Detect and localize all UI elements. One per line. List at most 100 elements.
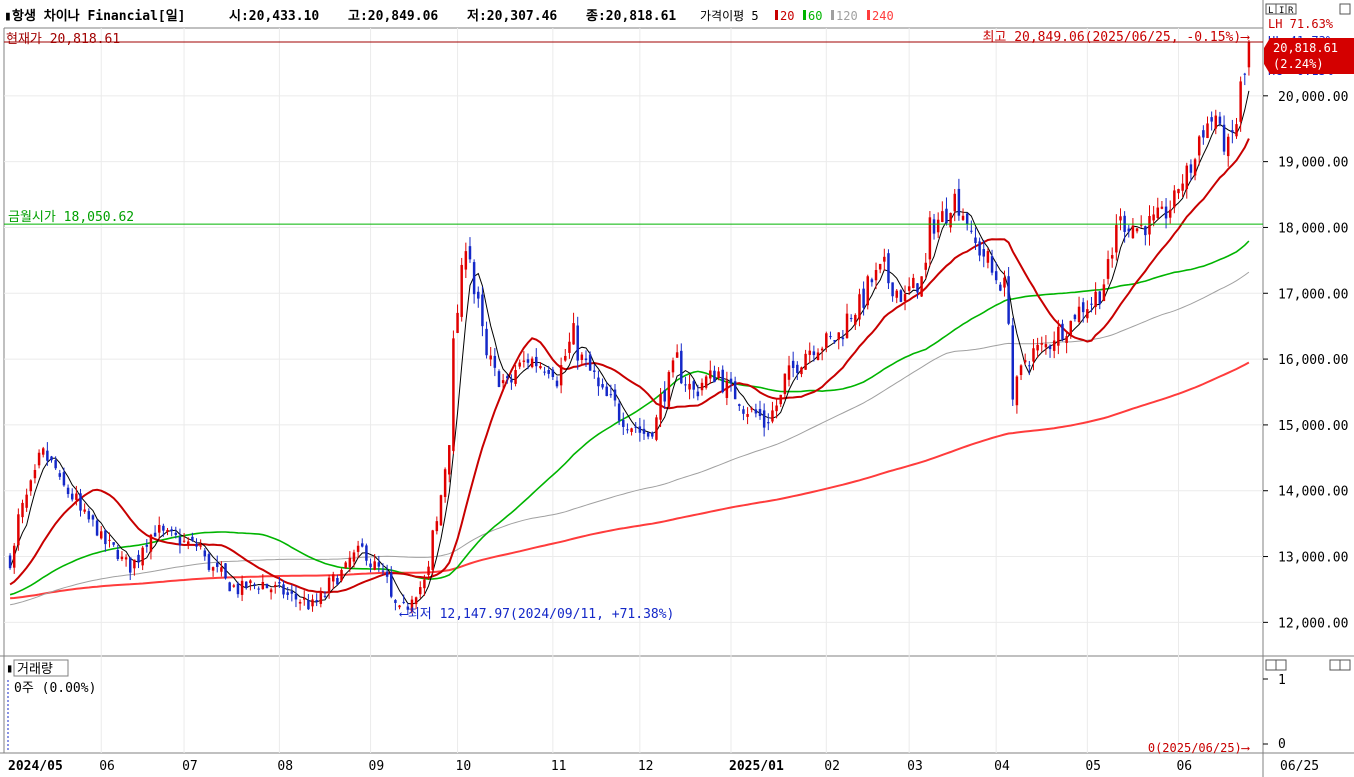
ma-label[interactable]: 가격이평 5 <box>700 9 759 23</box>
candle-body <box>684 384 687 386</box>
candle-body <box>1226 136 1230 157</box>
volume-title-box[interactable] <box>13 659 69 677</box>
candle-body <box>1206 123 1209 139</box>
candle-body <box>1131 225 1135 239</box>
candle-body <box>767 422 770 424</box>
candle-body <box>274 585 277 587</box>
candle-body <box>1239 81 1242 122</box>
panel-button-r[interactable] <box>1285 3 1297 15</box>
candle-body <box>253 584 256 586</box>
y-tick-label: 12,000.00 <box>1278 616 1348 631</box>
volume-button-l[interactable] <box>1265 659 1277 671</box>
x-tick-label: 09 <box>369 759 385 774</box>
ma-legend-label[interactable]: 20 <box>780 9 794 23</box>
candle-body <box>982 249 985 257</box>
candle-body <box>79 493 82 511</box>
candle-body <box>1247 41 1251 68</box>
candle-body <box>12 545 16 568</box>
candle-body <box>323 595 327 597</box>
ma-legend-label[interactable]: 240 <box>872 9 894 23</box>
candle-body <box>725 380 729 398</box>
candle-body <box>994 271 998 281</box>
volume-button-i[interactable] <box>1275 659 1287 671</box>
candle-body <box>638 426 642 433</box>
candle-body <box>17 514 20 546</box>
x-tick-label: 2024/05 <box>8 759 63 774</box>
x-tick-label: 11 <box>551 759 567 774</box>
candle-body <box>54 460 57 469</box>
candle-body <box>667 372 671 407</box>
candle-body <box>663 390 666 402</box>
candle-body <box>949 212 952 228</box>
candle-body <box>928 217 932 260</box>
candle-body <box>1218 116 1222 124</box>
candle-body <box>1189 164 1193 173</box>
candle-body <box>721 369 724 393</box>
candle-body <box>1156 207 1160 219</box>
x-tick-label: 05 <box>1085 759 1101 774</box>
candle-body <box>1019 365 1023 376</box>
candle-body <box>1127 228 1131 232</box>
candle-body <box>812 351 816 356</box>
candle-body <box>642 428 646 434</box>
candle-body <box>680 350 683 384</box>
candle-body <box>539 366 542 369</box>
candle-body <box>87 511 91 520</box>
candle-body <box>862 288 865 308</box>
x-tick-label: 2025/01 <box>729 759 784 774</box>
candle-body <box>1028 365 1031 367</box>
candle-body <box>874 269 878 281</box>
candle-body <box>742 409 745 414</box>
candle-body <box>870 279 874 283</box>
candle-body <box>858 294 861 320</box>
candle-body <box>791 360 795 369</box>
candle-body <box>1073 314 1077 320</box>
candle-body <box>700 382 704 391</box>
candle-body <box>1115 224 1118 253</box>
candle-body <box>1235 124 1238 137</box>
candle-body <box>820 348 824 351</box>
candle-body <box>336 577 339 585</box>
candle-body <box>887 253 890 284</box>
candle-body <box>1139 224 1143 226</box>
svg-text:I: I <box>1279 6 1284 16</box>
ma-legend-label[interactable]: 60 <box>808 9 822 23</box>
x-tick-label: 03 <box>907 759 923 774</box>
candle-body <box>261 581 265 590</box>
panel-maximize-button[interactable] <box>1339 3 1351 15</box>
candle-body <box>427 566 430 576</box>
candle-body <box>406 606 410 610</box>
candle-body <box>21 502 24 518</box>
candle-body <box>738 404 741 406</box>
current-price-tag-change: (2.24%) <box>1273 57 1324 71</box>
candle-body <box>1090 303 1093 305</box>
candle-body <box>365 545 368 561</box>
candle-body <box>1160 206 1164 209</box>
candle-body <box>655 417 658 440</box>
y-tick-label: 13,000.00 <box>1278 551 1348 566</box>
candle-body <box>547 369 550 374</box>
candle-body <box>66 487 70 495</box>
ma-legend-label[interactable]: 120 <box>836 9 858 23</box>
y-tick-label: 15,000.00 <box>1278 419 1348 434</box>
candle-body <box>356 545 360 552</box>
candle-body <box>986 251 990 263</box>
candle-body <box>775 405 778 412</box>
candle-body <box>580 354 584 360</box>
volume-button-max[interactable] <box>1339 659 1351 671</box>
candle-body <box>493 355 497 368</box>
candle-body <box>1003 277 1006 288</box>
candle-body <box>978 241 981 256</box>
volume-button-min[interactable] <box>1329 659 1341 671</box>
candle-body <box>460 264 463 317</box>
candle-body <box>211 567 215 571</box>
candle-body <box>244 581 248 588</box>
candle-body <box>174 532 178 535</box>
candle-body <box>646 432 650 437</box>
candle-body <box>551 369 555 377</box>
candle-body <box>883 256 886 262</box>
x-tick-label: 02 <box>824 759 840 774</box>
candle-body <box>153 532 157 537</box>
candle-body <box>1094 291 1097 307</box>
candle-body <box>733 381 737 400</box>
